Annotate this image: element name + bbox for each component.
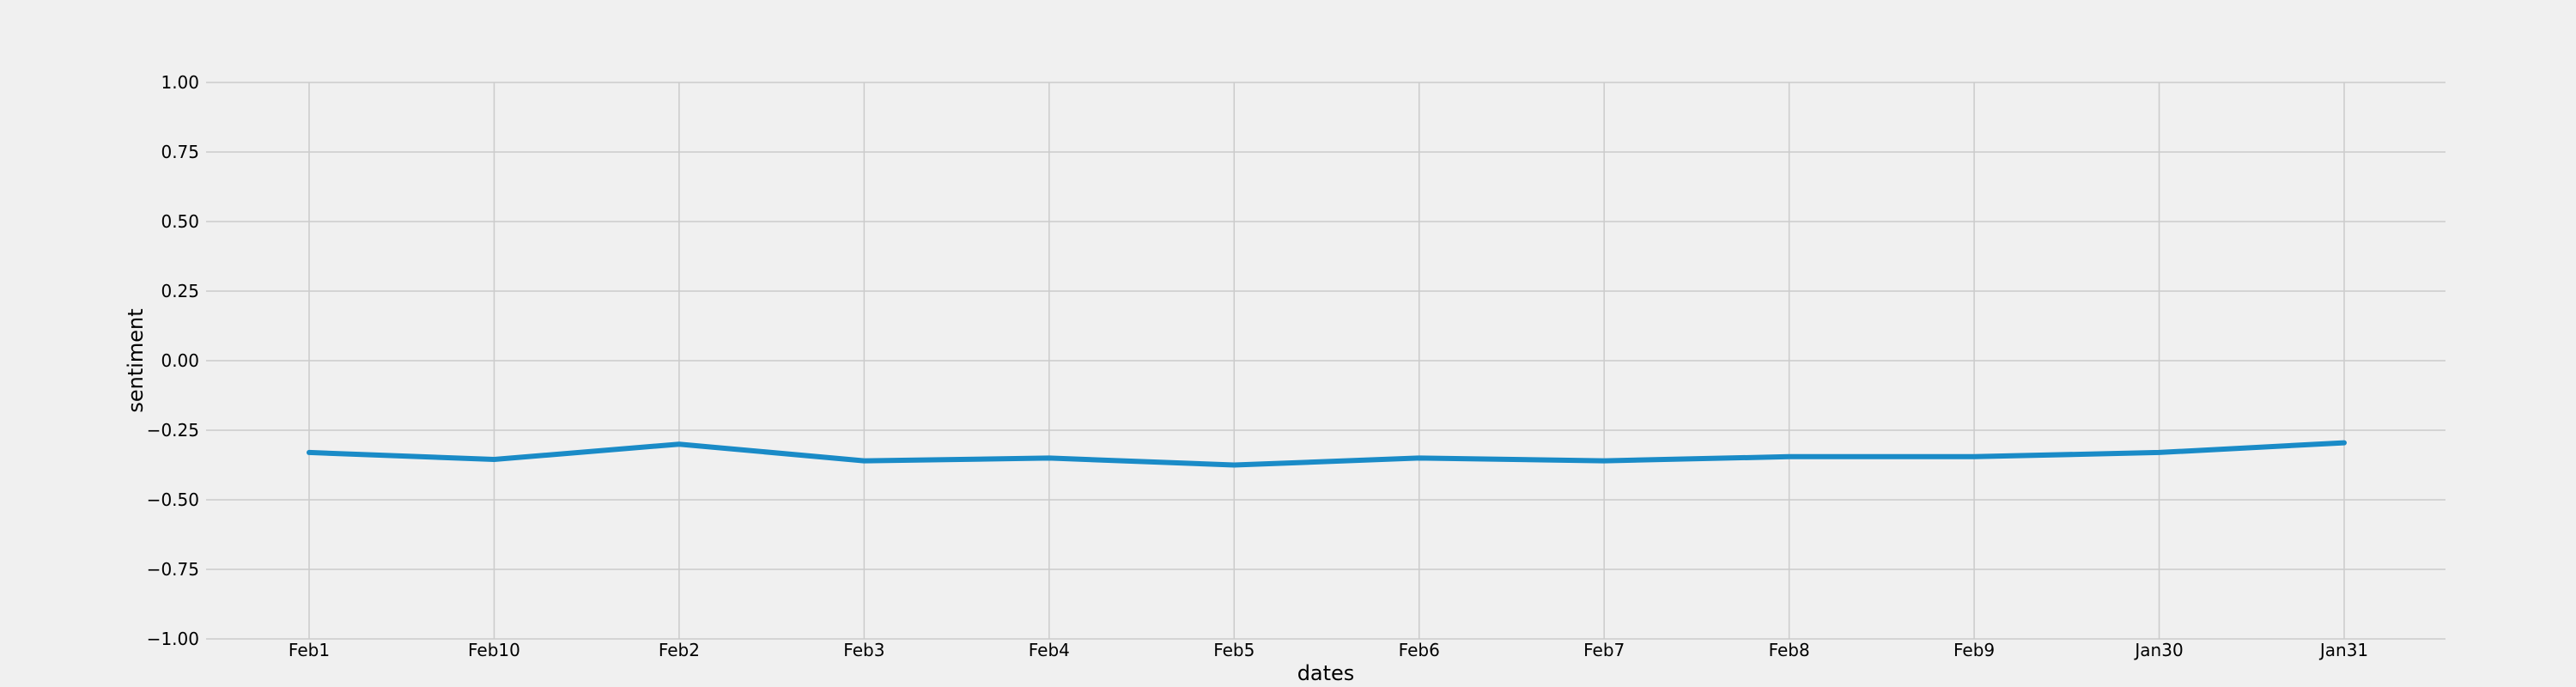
y-tick-label: 0.50 <box>161 211 199 232</box>
x-axis-label: dates <box>1297 661 1355 685</box>
x-tick-label: Feb5 <box>1213 640 1255 660</box>
y-axis-label: sentiment <box>124 308 148 412</box>
y-tick-labels: 1.00 0.75 0.50 0.25 0.00 −0.25 −0.50 −0.75 −1.00 <box>147 72 199 649</box>
y-tick-label: 0.00 <box>161 350 199 371</box>
y-tick-label: −0.25 <box>147 420 199 441</box>
y-tick-label: 0.25 <box>161 281 199 301</box>
series-layer <box>307 440 2347 468</box>
x-tick-label: Feb10 <box>468 640 520 660</box>
y-tick-label: 0.75 <box>161 142 199 162</box>
x-tick-label: Feb7 <box>1583 640 1625 660</box>
x-tick-label: Feb2 <box>659 640 700 660</box>
x-tick-labels: Feb1 Feb10 Feb2 Feb3 Feb4 Feb5 Feb6 Feb7 Feb8 Feb… <box>289 640 2368 660</box>
y-tick-label: −0.75 <box>147 559 199 580</box>
x-tick-label: Feb9 <box>1953 640 1995 660</box>
y-tick-label: 1.00 <box>161 72 199 93</box>
x-tick-label: Feb8 <box>1769 640 1810 660</box>
x-tick-label: Feb3 <box>843 640 884 660</box>
x-tick-label: Jan31 <box>2318 640 2368 660</box>
y-tick-label: −1.00 <box>147 629 199 649</box>
x-tick-label: Jan30 <box>2133 640 2183 660</box>
sentiment-series-line <box>307 440 2347 468</box>
x-tick-label: Feb1 <box>289 640 330 660</box>
x-tick-label: Feb4 <box>1029 640 1070 660</box>
grid-layer <box>206 82 2445 640</box>
y-tick-label: −0.50 <box>147 489 199 510</box>
x-tick-label: Feb6 <box>1399 640 1440 660</box>
